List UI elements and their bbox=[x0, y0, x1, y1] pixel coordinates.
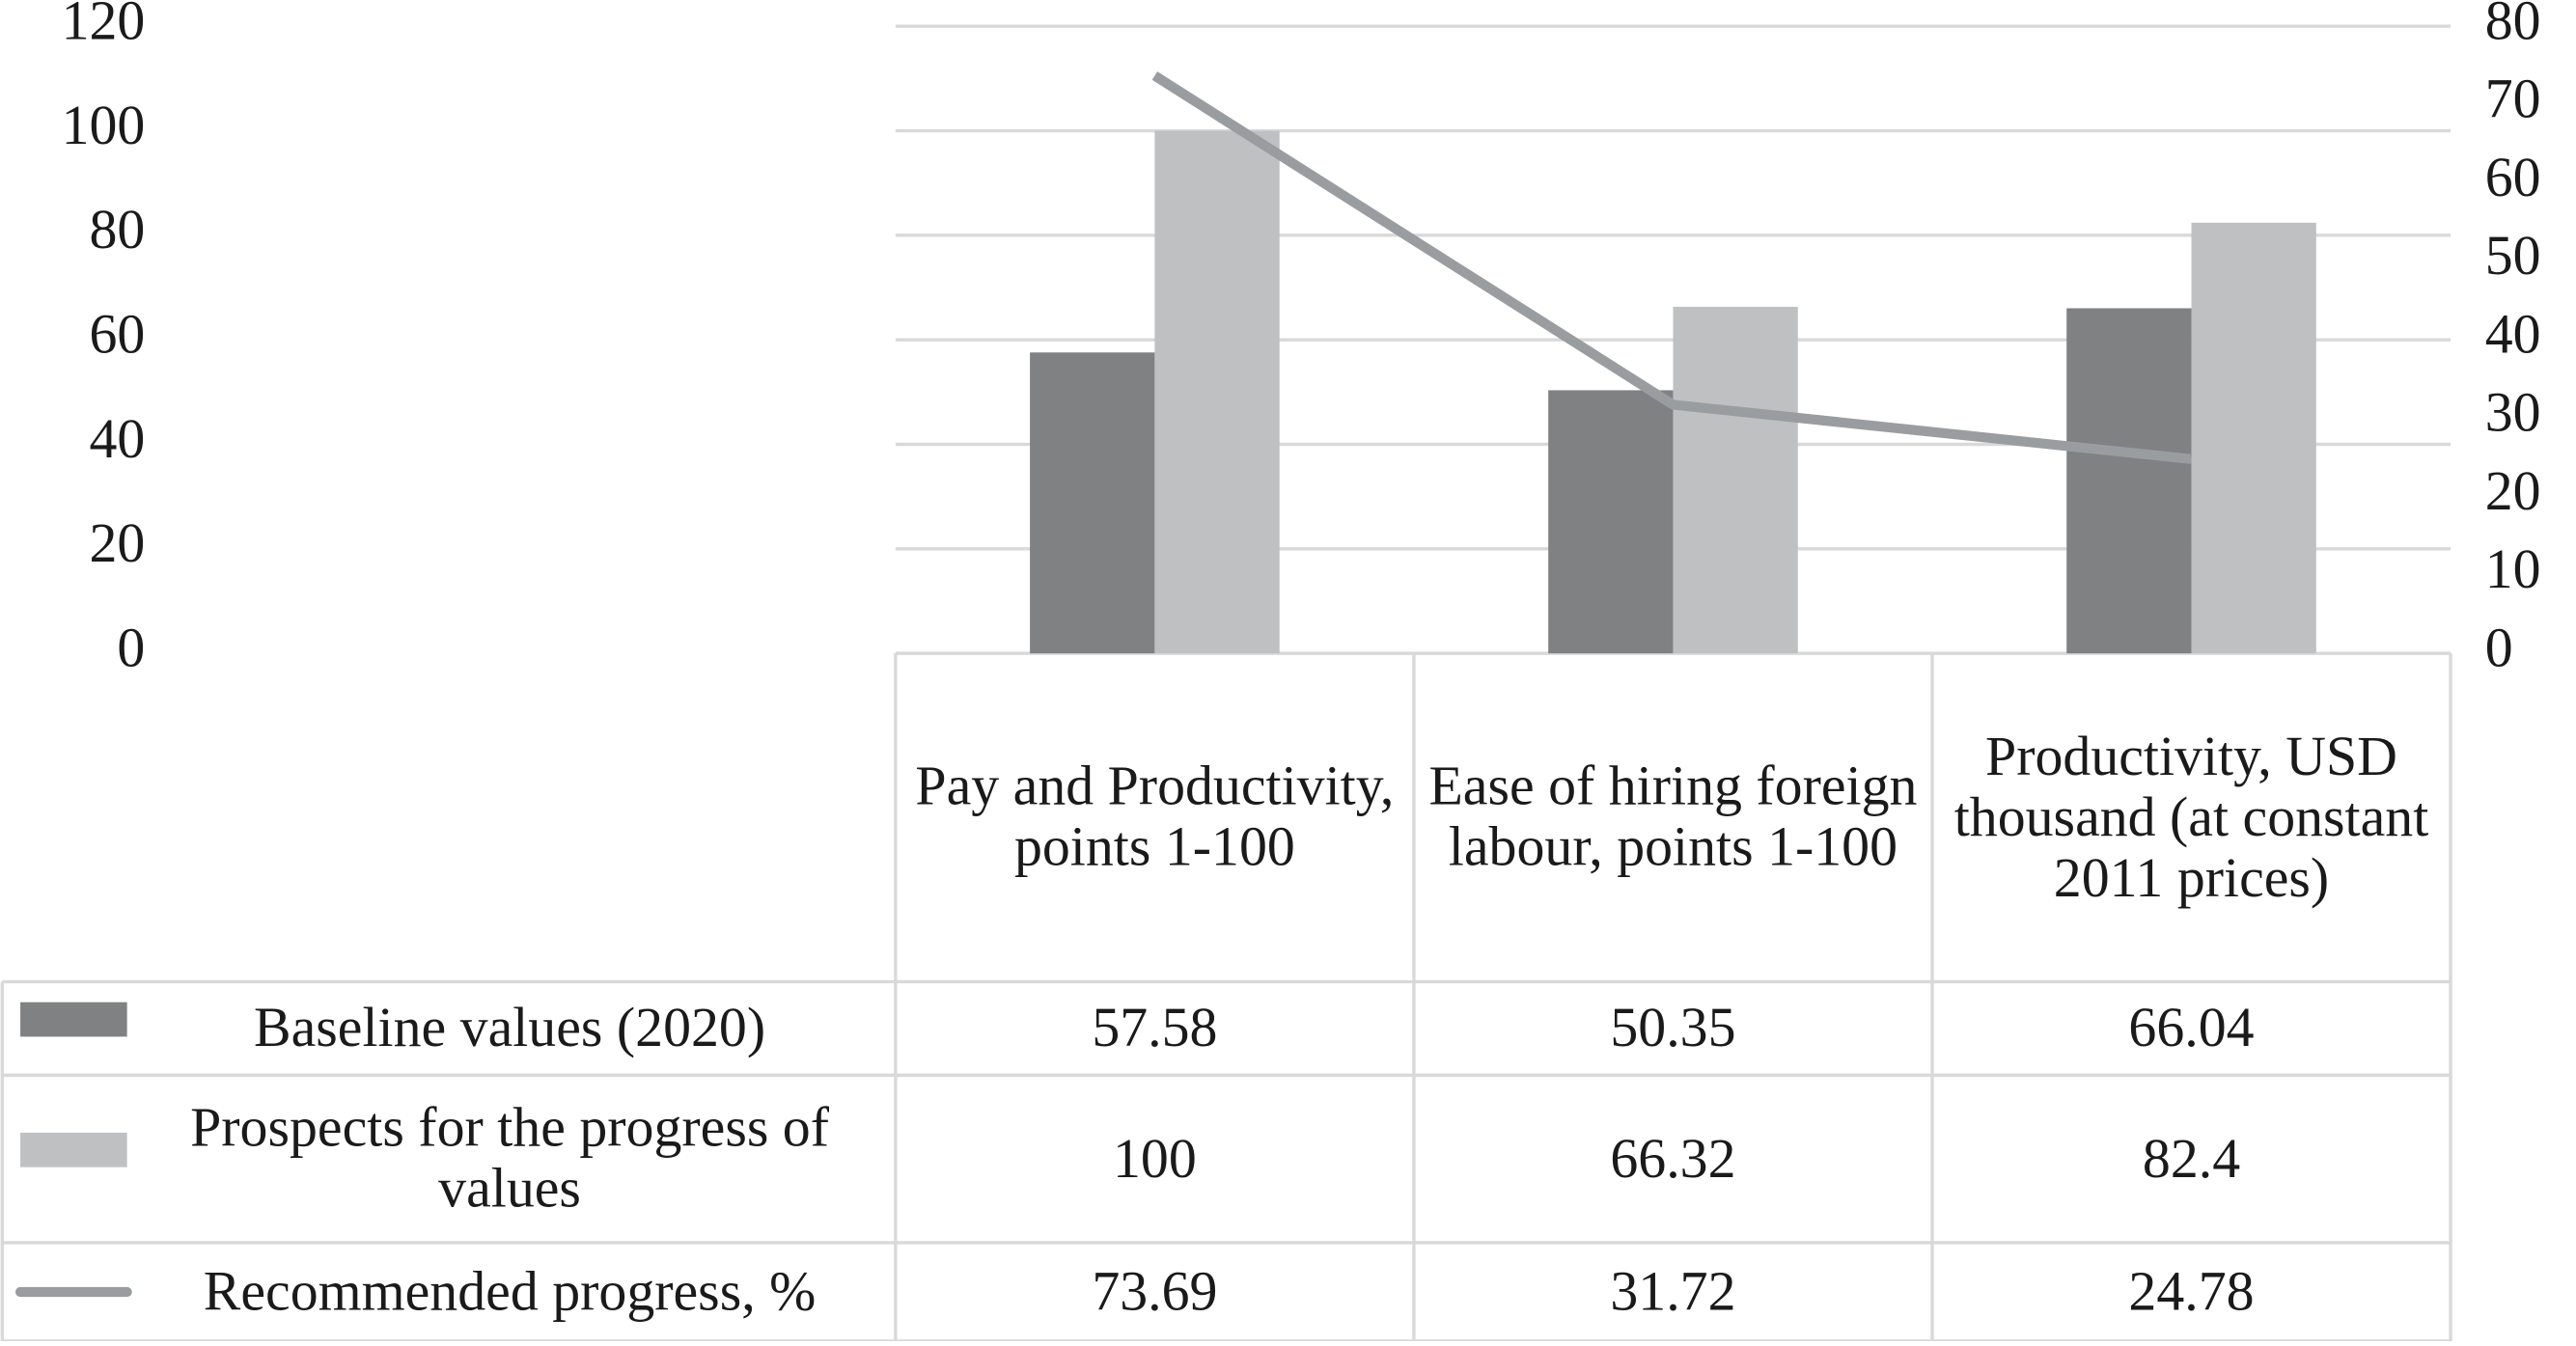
bar bbox=[1030, 352, 1155, 654]
bar bbox=[2191, 222, 2316, 654]
y2-tick-label: 80 bbox=[2485, 0, 2541, 52]
table-value: 100 bbox=[1113, 1128, 1197, 1190]
y2-tick-label: 70 bbox=[2485, 68, 2541, 130]
x-tick-label-box: Pay and Productivity, points 1-100 bbox=[915, 756, 1395, 879]
table-value-box: 66.32 bbox=[1610, 1128, 1736, 1190]
table-value: 66.04 bbox=[2128, 998, 2255, 1059]
y-tick-label: 60 bbox=[90, 302, 146, 365]
legend-label: Prospects for the progress of values bbox=[190, 1098, 830, 1221]
legend-label-box: Baseline values (2020) bbox=[253, 998, 766, 1059]
table-value-box: 66.04 bbox=[2128, 998, 2255, 1059]
line-series bbox=[1151, 71, 2193, 464]
table-value: 82.4 bbox=[2142, 1128, 2241, 1190]
y2-tick-label: 0 bbox=[2485, 616, 2513, 678]
y-tick-label: 20 bbox=[90, 511, 146, 574]
x-tick-label-box: Productivity, USD thousand (at constant … bbox=[1953, 726, 2429, 909]
table-value: 24.78 bbox=[2128, 1261, 2255, 1323]
y2-tick-label: 30 bbox=[2485, 381, 2541, 444]
bar bbox=[2066, 308, 2192, 654]
y2-tick-label: 40 bbox=[2485, 302, 2541, 365]
legend-label: Baseline values (2020) bbox=[253, 998, 766, 1059]
table-value-box: 73.69 bbox=[1092, 1261, 1218, 1323]
y-tick-label: 100 bbox=[62, 94, 146, 156]
bar bbox=[1673, 306, 1798, 654]
table-value-box: 82.4 bbox=[2142, 1128, 2241, 1190]
table-value: 57.58 bbox=[1092, 998, 1218, 1059]
bar bbox=[1154, 130, 1280, 654]
y-tick-label: 80 bbox=[90, 198, 146, 261]
table-value: 66.32 bbox=[1610, 1128, 1736, 1190]
y-tick-label: 120 bbox=[62, 0, 146, 52]
x-tick-label: Productivity, USD thousand (at constant … bbox=[1953, 726, 2429, 909]
y2-tick-label: 50 bbox=[2485, 224, 2541, 287]
table-value: 50.35 bbox=[1610, 998, 1736, 1059]
bar bbox=[1548, 390, 1674, 654]
legend-key bbox=[20, 1002, 127, 1037]
legend-label: Recommended progress, % bbox=[203, 1261, 817, 1323]
x-tick-label: Ease of hiring foreign labour, points 1-… bbox=[1428, 756, 1918, 879]
table-value-box: 24.78 bbox=[2128, 1261, 2255, 1323]
table-value: 31.72 bbox=[1610, 1261, 1736, 1323]
legend-label-box: Recommended progress, % bbox=[203, 1261, 817, 1323]
table-value-box: 31.72 bbox=[1610, 1261, 1736, 1323]
y2-tick-label: 20 bbox=[2485, 459, 2541, 522]
y2-tick-label: 60 bbox=[2485, 146, 2541, 208]
x-tick-label: Pay and Productivity, points 1-100 bbox=[915, 756, 1395, 879]
table-value-box: 50.35 bbox=[1610, 998, 1736, 1059]
table-value-box: 100 bbox=[1113, 1128, 1197, 1190]
legend-key bbox=[20, 1132, 127, 1167]
legend-label-box: Prospects for the progress of values bbox=[190, 1098, 830, 1221]
y-tick-label: 40 bbox=[90, 407, 146, 470]
x-tick-label-box: Ease of hiring foreign labour, points 1-… bbox=[1428, 756, 1918, 879]
y2-tick-label: 10 bbox=[2485, 537, 2541, 600]
y-tick-label: 0 bbox=[117, 616, 145, 678]
table-value-box: 57.58 bbox=[1092, 998, 1218, 1059]
table-value: 73.69 bbox=[1092, 1261, 1218, 1323]
